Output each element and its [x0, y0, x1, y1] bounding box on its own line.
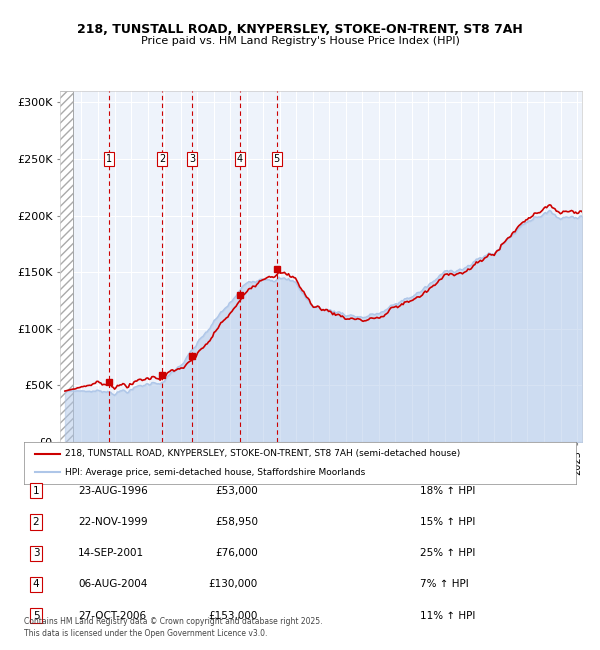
Text: £153,000: £153,000	[209, 610, 258, 621]
Text: £53,000: £53,000	[215, 486, 258, 496]
Text: 5: 5	[274, 154, 280, 164]
Text: 11% ↑ HPI: 11% ↑ HPI	[420, 610, 475, 621]
Text: 3: 3	[189, 154, 196, 164]
Text: 7% ↑ HPI: 7% ↑ HPI	[420, 579, 469, 590]
Text: 4: 4	[237, 154, 243, 164]
Text: 1: 1	[106, 154, 112, 164]
Text: 2: 2	[159, 154, 166, 164]
Text: £58,950: £58,950	[215, 517, 258, 527]
Text: 3: 3	[32, 548, 40, 558]
Text: 23-AUG-1996: 23-AUG-1996	[78, 486, 148, 496]
Bar	[56, 91, 73, 442]
Text: 15% ↑ HPI: 15% ↑ HPI	[420, 517, 475, 527]
Text: 25% ↑ HPI: 25% ↑ HPI	[420, 548, 475, 558]
Text: Price paid vs. HM Land Registry's House Price Index (HPI): Price paid vs. HM Land Registry's House …	[140, 36, 460, 46]
Text: 22-NOV-1999: 22-NOV-1999	[78, 517, 148, 527]
Text: £130,000: £130,000	[209, 579, 258, 590]
Text: 218, TUNSTALL ROAD, KNYPERSLEY, STOKE-ON-TRENT, ST8 7AH: 218, TUNSTALL ROAD, KNYPERSLEY, STOKE-ON…	[77, 23, 523, 36]
Text: 18% ↑ HPI: 18% ↑ HPI	[420, 486, 475, 496]
Text: 27-OCT-2006: 27-OCT-2006	[78, 610, 146, 621]
Text: £76,000: £76,000	[215, 548, 258, 558]
Text: 4: 4	[32, 579, 40, 590]
Text: 14-SEP-2001: 14-SEP-2001	[78, 548, 144, 558]
Text: HPI: Average price, semi-detached house, Staffordshire Moorlands: HPI: Average price, semi-detached house,…	[65, 468, 365, 477]
Text: 2: 2	[32, 517, 40, 527]
Bar	[56, 91, 73, 442]
Text: 06-AUG-2004: 06-AUG-2004	[78, 579, 148, 590]
Text: 1: 1	[32, 486, 40, 496]
Text: 5: 5	[32, 610, 40, 621]
Text: 218, TUNSTALL ROAD, KNYPERSLEY, STOKE-ON-TRENT, ST8 7AH (semi-detached house): 218, TUNSTALL ROAD, KNYPERSLEY, STOKE-ON…	[65, 449, 461, 458]
Text: Contains HM Land Registry data © Crown copyright and database right 2025.
This d: Contains HM Land Registry data © Crown c…	[24, 618, 323, 638]
